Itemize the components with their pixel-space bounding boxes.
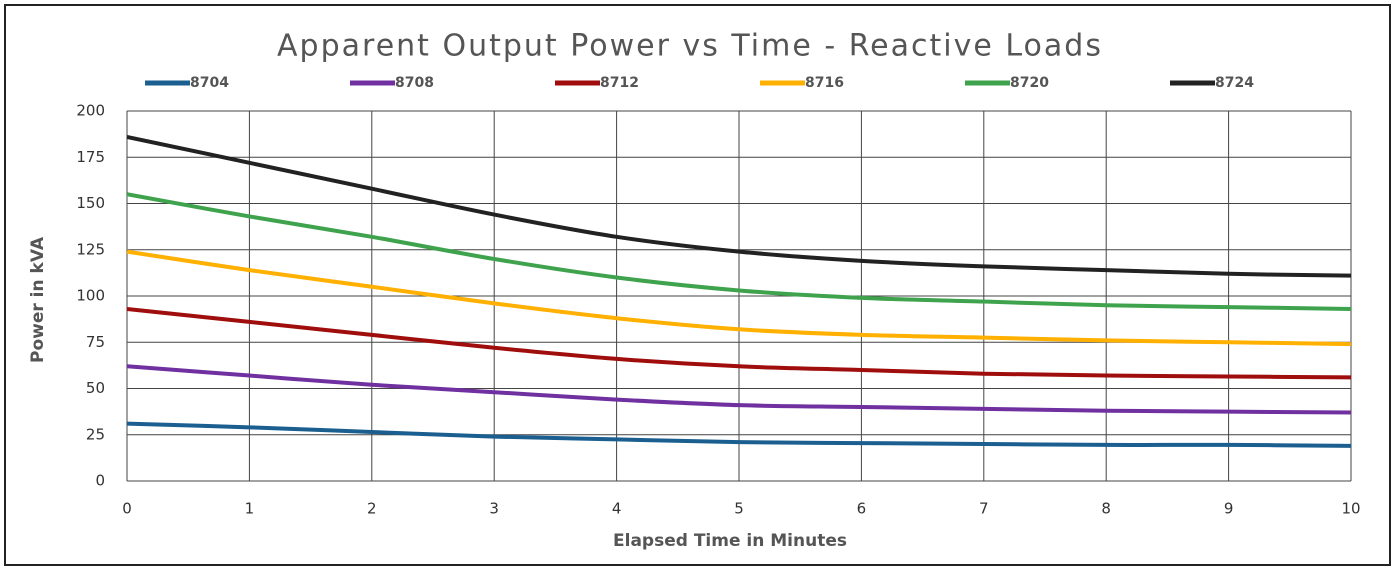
series-line bbox=[126, 192, 1352, 311]
series-line bbox=[126, 134, 1352, 278]
y-tick-label: 100 bbox=[76, 287, 105, 305]
y-tick-label: 25 bbox=[86, 425, 105, 443]
x-tick-label: 0 bbox=[122, 500, 132, 518]
chart-title: Apparent Output Power vs Time - Reactive… bbox=[277, 29, 1103, 64]
x-tick-label: 5 bbox=[734, 500, 744, 518]
x-tick-label: 6 bbox=[857, 500, 867, 518]
legend-label: 8724 bbox=[1215, 75, 1254, 91]
series-line bbox=[126, 249, 1352, 347]
x-tick-label: 2 bbox=[367, 500, 377, 518]
legend-label: 8712 bbox=[600, 75, 639, 91]
legend-label: 8708 bbox=[395, 75, 434, 91]
legend-label: 8704 bbox=[190, 75, 229, 91]
y-tick-label: 125 bbox=[76, 240, 105, 258]
x-tick-label: 7 bbox=[979, 500, 989, 518]
x-tick-label: 4 bbox=[612, 500, 622, 518]
y-tick-label: 150 bbox=[76, 194, 105, 212]
x-tick-label: 1 bbox=[245, 500, 255, 518]
x-axis-label: Elapsed Time in Minutes bbox=[613, 531, 847, 551]
x-tick-label: 3 bbox=[489, 500, 499, 518]
x-tick-label: 9 bbox=[1224, 500, 1234, 518]
legend-label: 8716 bbox=[805, 75, 844, 91]
series-line bbox=[126, 421, 1352, 448]
legend-label: 8720 bbox=[1010, 75, 1049, 91]
y-axis-label: Power in kVA bbox=[28, 236, 48, 363]
x-tick-label: 8 bbox=[1101, 500, 1111, 518]
y-tick-label: 200 bbox=[76, 102, 105, 120]
series-line bbox=[126, 306, 1352, 380]
y-tick-label: 175 bbox=[76, 148, 105, 166]
x-tick-label: 10 bbox=[1341, 500, 1360, 518]
y-tick-label: 75 bbox=[86, 333, 105, 351]
y-tick-label: 0 bbox=[95, 472, 105, 490]
y-tick-label: 50 bbox=[86, 379, 105, 397]
series-line bbox=[126, 364, 1352, 415]
